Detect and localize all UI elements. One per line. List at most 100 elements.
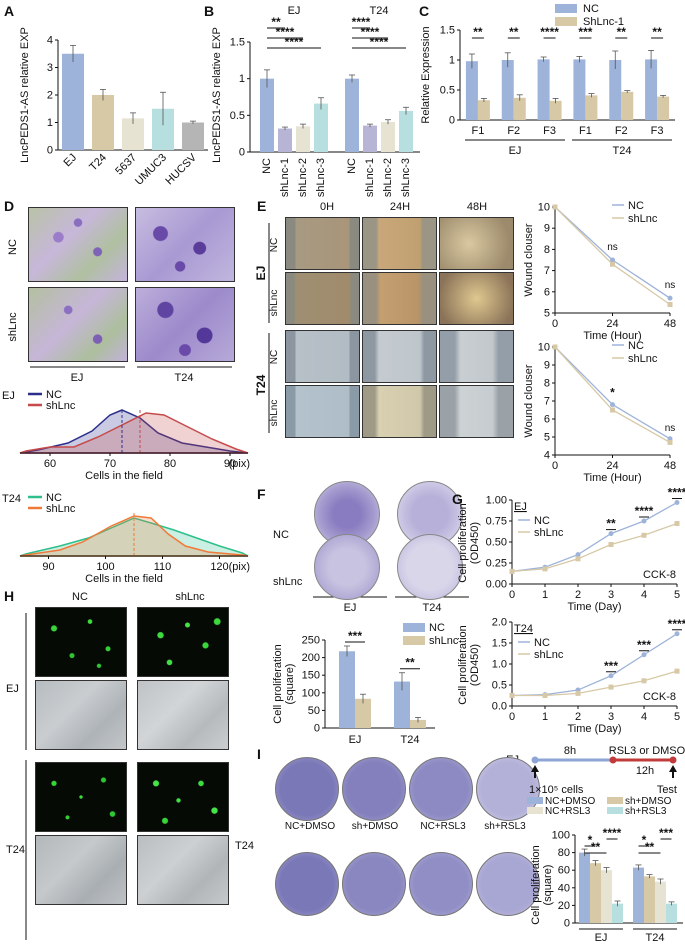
e-t24-ytick-label-5: 9 [544,360,550,372]
g-ej-xtick-label-1: 1 [542,589,548,601]
g-t24-pt-shLnc-0 [509,693,515,698]
g-t24-xlabel: Time (Day) [568,723,622,735]
g-t24-xtick-label-2: 2 [575,711,581,723]
i-bar-EJ-sh+DMSO [590,863,601,923]
e-t24-pt-shLnc-2 [667,439,673,445]
c-bar-4-NC [609,60,622,120]
i-dish-ej-nc-dmso [275,757,339,821]
b-ytick-label-3: 1.5 [230,37,245,49]
b-ytick-label-0: 0 [239,147,245,159]
b-sig-EJ-1: **** [276,25,295,39]
e-ej-legend-label-0: NC [628,200,644,212]
b-bar-EJ-NC [260,78,274,152]
e-t24-sig-1: ns [665,423,676,434]
b-ytick-label-2: 1 [239,73,245,85]
e-t24-legend-label-1: shLnc [628,353,658,365]
i-timeline: 8h RSL3 or DMSO 12h 1×10⁵ cells Test [529,745,685,796]
g-t24-xtick-label-1: 1 [542,711,548,723]
panel-letter-a: A [4,3,14,19]
i-col-nc-dmso: NC+DMSO [285,821,336,832]
panel-h-labels: H NC shLnc EJ T24 [4,588,205,940]
e-img-t24-shlnc-0h [285,385,360,438]
a-ytick-label-1: 1 [47,117,53,129]
h-img-ej-nc-bright [35,680,127,750]
g-ej-pt-shLnc-2 [575,556,581,562]
c-group-t24: T24 [613,145,632,157]
a-xtick-2: 5637 [113,152,139,178]
i-ytick-label-2: 40 [558,882,570,894]
c-bar-3-ShLnc-1 [585,95,598,120]
e-ej-legend-label-1: shLnc [628,213,658,225]
panel-d-labels: D NC shLnc EJ T24 [4,198,232,384]
g-ej-xtick-label-3: 3 [608,589,614,601]
d-t24-xtick-label-2: 110 [154,561,172,573]
e-t24-pt-shLnc-1 [610,407,615,413]
g-t24-legend-label-0: NC [534,637,550,649]
g-ej-ytick-label-4: 1.00 [486,495,507,507]
g-ej-xtick-label-0: 0 [509,589,515,601]
e-row-nc-t24: NC [269,350,280,364]
g-ej-sig-2: **** [668,486,685,500]
d-ej-xtick-label-0: 60 [44,458,56,470]
c-xtick-0: F1 [471,125,484,137]
i-dish-t24-sh-dmso [342,852,406,916]
f-ytick-label-5: 250 [302,635,320,647]
g-ej-ytick-label-1: 0.25 [486,558,507,570]
e-img-ej-nc-24h [362,217,437,270]
c-sig-3: *** [578,25,592,39]
i-ytick-label-4: 80 [558,847,570,859]
i-ytick-label-3: 60 [558,865,570,877]
i-col-sh-dmso: sh+DMSO [352,821,399,832]
e-ej-sig-0: ns [607,242,618,253]
f-legend-swatch-1 [403,636,425,645]
a-xtick-3: UMUC3 [133,152,169,188]
c-ytick-label-1: 0.5 [440,85,455,97]
e-t24-ytick-label-4: 8 [544,378,550,390]
c-ytick-label-0: 0 [449,115,455,127]
g-t24-ytick-label-4: 2.0 [492,617,507,629]
c-legend-swatch-1 [555,17,577,26]
panel-e-labels: E 0H 24H 48H NC shLnc EJ NC shLnc T24 [254,198,487,433]
g-t24-sig-1: *** [637,638,651,652]
f-legend-label-1: shLnc [429,635,459,647]
g-ej-title: EJ [514,501,527,513]
b-bar-EJ-shLnc-1 [278,128,292,152]
d-t24-legend-label-1: shLnc [46,503,76,515]
e-t24-ytick-label-2: 6 [544,414,550,426]
g-ej-ytick-label-3: 0.75 [486,516,507,528]
g-t24-xtick-label-0: 0 [509,711,515,723]
f-ytick-label-4: 200 [302,652,320,664]
e-ej-pt-NC-1 [610,257,615,263]
e-t24-xtick-label-0: 0 [552,460,558,472]
d-col-ej: EJ [71,372,84,384]
g-t24-ytick-label-3: 1.5 [492,638,507,650]
c-legend-label-1: ShLnc-1 [583,16,624,28]
h-img-ej-shlnc-fluor [137,607,229,677]
c-sig-5: ** [652,25,662,39]
g-ej-pt-shLnc-4 [641,532,647,538]
b-xtick-T24-1: shLnc-1 [364,158,376,197]
panel-letter-h: H [4,588,14,604]
c-bar-2-NC [537,59,550,120]
b-xtick-T24-0: NC [346,158,358,174]
e-img-t24-nc-0h [285,330,360,383]
timeline-test: Test [657,784,677,796]
i-bar-T24-sh+RSL3 [666,903,677,923]
i-ytick-label-5: 100 [552,830,570,842]
i-bar-EJ-sh+RSL3 [612,903,623,923]
d-ej-xtick-label-2: 80 [164,458,176,470]
c-bar-4-ShLnc-1 [621,91,634,120]
e-img-ej-shlnc-24h [362,272,437,325]
d-ej-density-shLnc [19,412,249,454]
g-ej-pt-shLnc-3 [608,542,614,548]
c-legend-swatch-0 [555,4,577,13]
e-t24-ytick-label-3: 7 [544,396,550,408]
g-ej-xtick-label-2: 2 [575,589,581,601]
e-img-ej-nc-48h [439,217,514,270]
d-ej-legend-label-0: NC [46,389,62,401]
b-sig-T24-1: **** [361,25,380,39]
f-xtick-1: T24 [401,734,420,746]
g-t24-pt-shLnc-2 [575,690,581,696]
d-row-shlnc: shLnc [7,312,19,342]
